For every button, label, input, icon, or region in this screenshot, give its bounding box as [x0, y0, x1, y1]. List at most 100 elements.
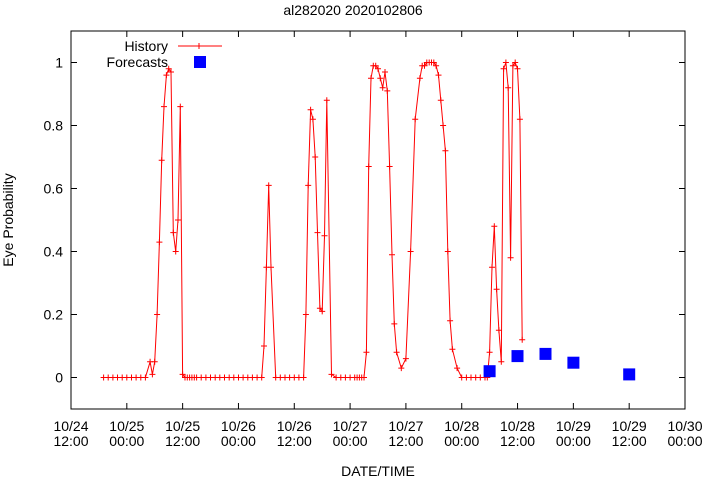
history-point	[179, 371, 186, 378]
history-point	[389, 251, 395, 258]
history-point	[454, 365, 461, 372]
history-point	[307, 106, 314, 113]
history-point	[382, 69, 388, 75]
history-point	[161, 103, 167, 110]
forecast-point	[539, 347, 552, 360]
history-point	[407, 248, 414, 255]
history-point	[142, 374, 149, 381]
x-tick-label-date: 10/28	[500, 418, 535, 434]
history-point	[502, 59, 509, 66]
y-tick-label: 0.2	[44, 307, 64, 323]
history-point	[268, 264, 274, 271]
history-point	[309, 116, 316, 123]
x-tick-label-time: 12:00	[388, 433, 423, 449]
history-point	[379, 84, 386, 91]
history-point	[258, 374, 265, 381]
history-point	[375, 65, 381, 72]
x-axis-label: DATE/TIME	[341, 463, 415, 479]
y-axis-ticks: 0 0.2 0.4 0.6 0.8 1	[44, 55, 685, 386]
history-point	[489, 264, 495, 271]
history-point	[393, 349, 400, 356]
history-point	[302, 311, 309, 318]
history-point	[509, 62, 516, 69]
x-tick-label-time: 00:00	[667, 433, 702, 449]
history-point	[156, 239, 163, 246]
history-point	[391, 320, 398, 327]
x-tick-label-date: 10/27	[333, 418, 368, 434]
history-point	[261, 343, 267, 349]
history-point	[149, 371, 156, 378]
history-point	[505, 84, 512, 91]
x-tick-label-time: 00:00	[221, 433, 256, 449]
history-point	[491, 223, 498, 230]
history-point	[265, 182, 272, 189]
x-tick-label-time: 00:00	[444, 433, 479, 449]
x-axis-ticks: 10/2412:0010/2500:0010/2512:0010/2600:00…	[53, 31, 703, 449]
history-point	[368, 75, 374, 82]
history-point	[398, 365, 405, 372]
legend-forecasts-label: Forecasts	[107, 54, 168, 70]
history-point	[493, 286, 500, 293]
history-point	[321, 232, 328, 239]
legend-forecasts-marker	[194, 56, 206, 68]
history-point	[365, 163, 372, 170]
x-tick-label-time: 12:00	[612, 433, 647, 449]
y-tick-label: 0	[55, 370, 63, 386]
forecast-point	[623, 368, 636, 381]
x-tick-label-date: 10/29	[612, 418, 647, 434]
history-series	[100, 59, 526, 381]
history-point	[447, 317, 454, 324]
legend-history-label: History	[124, 38, 168, 54]
history-point	[412, 116, 419, 123]
history-point	[363, 349, 370, 356]
history-point	[444, 248, 451, 255]
history-point	[151, 358, 158, 365]
history-point	[449, 346, 456, 353]
history-point	[170, 229, 177, 236]
history-point	[437, 97, 444, 104]
y-axis-label: Eye Probability	[0, 173, 16, 266]
history-point	[516, 116, 523, 123]
history-point	[498, 358, 505, 365]
history-point	[430, 59, 437, 66]
history-point	[323, 97, 330, 104]
forecast-point	[483, 365, 496, 378]
x-tick-label-time: 12:00	[165, 433, 200, 449]
y-tick-label: 0.4	[44, 244, 64, 260]
history-point	[319, 308, 326, 315]
history-point	[314, 229, 321, 236]
history-point	[386, 163, 393, 170]
history-point	[442, 147, 449, 154]
x-tick-label-date: 10/24	[53, 418, 88, 434]
x-tick-label-date: 10/25	[109, 418, 144, 434]
x-tick-label-time: 00:00	[556, 433, 591, 449]
x-tick-label-time: 00:00	[109, 433, 144, 449]
history-point	[435, 72, 442, 79]
y-tick-label: 1	[55, 55, 63, 71]
history-point	[486, 349, 493, 356]
x-tick-label-date: 10/26	[221, 418, 256, 434]
history-point	[440, 122, 447, 129]
history-point	[312, 154, 319, 160]
history-point	[514, 65, 521, 72]
forecast-point	[511, 350, 524, 363]
history-point	[512, 59, 519, 66]
x-tick-label-time: 00:00	[333, 433, 368, 449]
history-point	[172, 248, 179, 255]
history-point	[433, 62, 440, 69]
history-point	[495, 327, 502, 334]
y-tick-label: 0.6	[44, 181, 64, 197]
history-point	[421, 62, 428, 69]
chart-title: al282020 2020102806	[283, 2, 423, 18]
history-point	[361, 374, 367, 381]
history-line	[103, 61, 523, 378]
history-point	[163, 72, 170, 79]
history-point	[507, 254, 514, 261]
forecast-point	[567, 356, 580, 369]
history-point	[328, 371, 335, 378]
legend-history-marker	[196, 43, 202, 49]
history-point	[316, 305, 323, 312]
history-point	[402, 355, 409, 362]
x-tick-label-date: 10/26	[277, 418, 312, 434]
